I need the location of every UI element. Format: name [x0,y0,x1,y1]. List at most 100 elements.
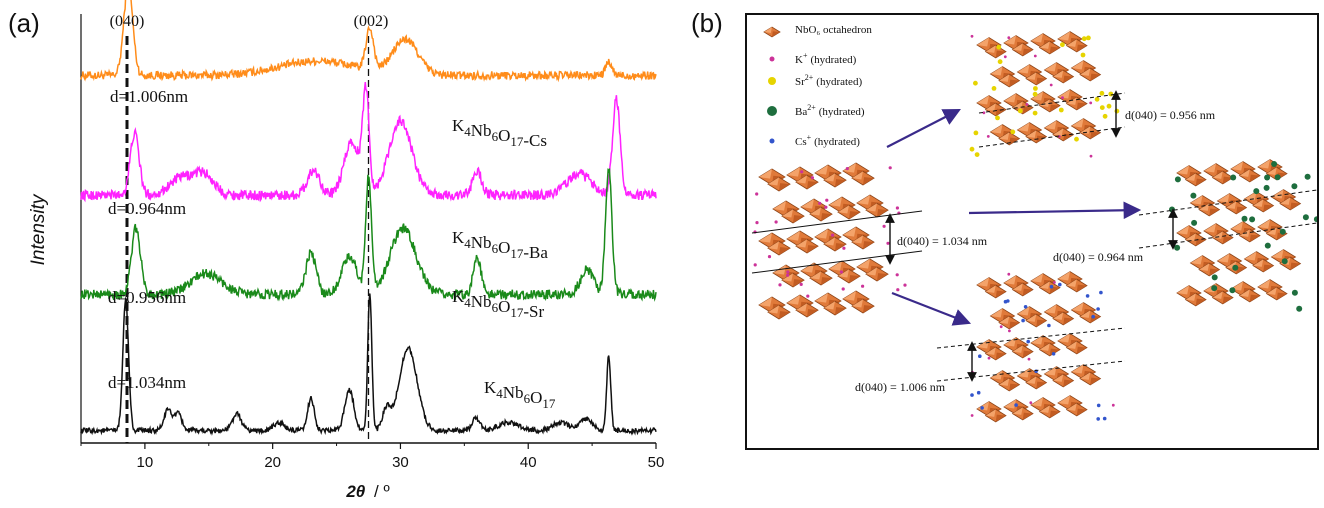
octahedron-face [1290,262,1301,270]
ion-dot [1263,184,1270,191]
octahedron-face [977,95,989,105]
octahedron-face [1036,135,1047,143]
octahedron-face [1258,219,1270,229]
ion-dot [987,356,991,360]
ion-dot [1108,91,1114,97]
octahedron-face [1080,372,1091,380]
octahedron-face [1049,46,1060,54]
ion-dot [842,246,846,250]
octahedron-face [1026,72,1037,80]
ion-dot [996,44,1002,50]
ion-dot [806,294,810,298]
spacing-label-sr: d(040) = 0.956 nm [1125,108,1216,122]
octahedron-face [1263,264,1274,272]
octahedron-face [995,50,1006,58]
series-name-label-2: K4Nb6O17-Sr [452,287,544,321]
ion-dot [978,354,982,359]
x-axis-label: 2θ / º [345,482,389,501]
ion-dot [825,198,829,202]
octahedron-face [1066,403,1077,411]
ion-dot [1232,264,1239,271]
octahedron-face [843,226,856,237]
arrow-to-sr [886,108,961,148]
legend-item-1: K+ (hydrated) [795,51,857,66]
ion-dot [1279,228,1286,235]
legend-swatch-sr [768,77,776,85]
ion-dot [1007,36,1011,40]
octahedron-face [1017,368,1030,378]
ion-dot [1029,401,1033,405]
arrow-to-ba [968,201,1142,220]
ion-dot [1102,416,1107,421]
octahedron-face [1271,249,1284,259]
octahedron-face [837,269,849,278]
octahedron-face [787,230,800,241]
octahedron-face [829,196,842,207]
ion-dot [1249,216,1256,223]
ion-dot [774,220,778,224]
ion-dot [786,270,790,274]
octahedron-face [815,164,828,175]
y-axis-label: Intensity [28,193,49,265]
octahedron-face [1009,79,1020,87]
octahedron-face [1195,238,1206,246]
octahedron-face [849,211,861,220]
ion-dot [1211,285,1218,292]
octahedron-face [857,258,870,269]
octahedron-face [1044,304,1057,314]
ion-dot [1058,282,1062,287]
octahedron-face [1058,271,1070,281]
ion-dot [1074,136,1079,142]
octahedron-face [1080,68,1091,76]
octahedron-face [1012,283,1023,291]
octahedron-face [823,173,835,182]
octahedron-face [1058,333,1070,343]
ion-dot [1271,161,1278,167]
octahedron-face [767,241,779,250]
octahedron-face [1044,120,1057,130]
ion-dot [888,166,892,170]
octahedron-face [1266,287,1277,295]
ion-dot [799,282,803,286]
ion-dot [976,390,981,395]
octahedron-face [995,290,1006,298]
octahedron-face [851,235,863,244]
octahedron-face [1022,48,1033,56]
x-axis-label-unit: / º [374,482,390,501]
octahedron-face [821,213,833,222]
octahedron-face [1058,395,1070,405]
octahedron-face [999,74,1010,82]
octahedron-face [807,181,819,190]
octahedron-face [1222,296,1233,304]
octahedron-face [990,124,1003,134]
panel-b-label: (b) [691,8,723,38]
ion-dot [1111,403,1115,407]
octahedron-face [1258,279,1270,289]
octahedron-face [1231,161,1243,171]
octahedron-face [823,301,835,310]
octahedron-face [1049,104,1060,112]
octahedron-face [990,308,1003,318]
ion-dot [845,167,849,171]
octahedron-face [1039,41,1050,49]
octahedron-face [1204,223,1216,233]
ion-dot [1060,42,1065,48]
octahedron-face [1063,75,1074,83]
octahedron-face [1031,273,1043,283]
dim-sr-line-top [978,92,1126,114]
octahedron-face [1017,122,1030,132]
ion-dot [1106,103,1112,109]
octahedron-face [877,209,889,218]
ion-dot [810,176,814,180]
octahedron-face [787,166,800,177]
x-tick-label-50: 50 [648,454,665,471]
octahedron-face [1066,279,1077,287]
octahedron-face [985,103,996,111]
octahedron-face [1022,288,1033,296]
ion-dot [778,283,782,287]
ion-dot [841,287,845,291]
ion-dot [1026,339,1030,344]
ion-dot [1264,242,1271,249]
octahedron-face [999,378,1010,386]
octahedron-face [995,352,1006,360]
